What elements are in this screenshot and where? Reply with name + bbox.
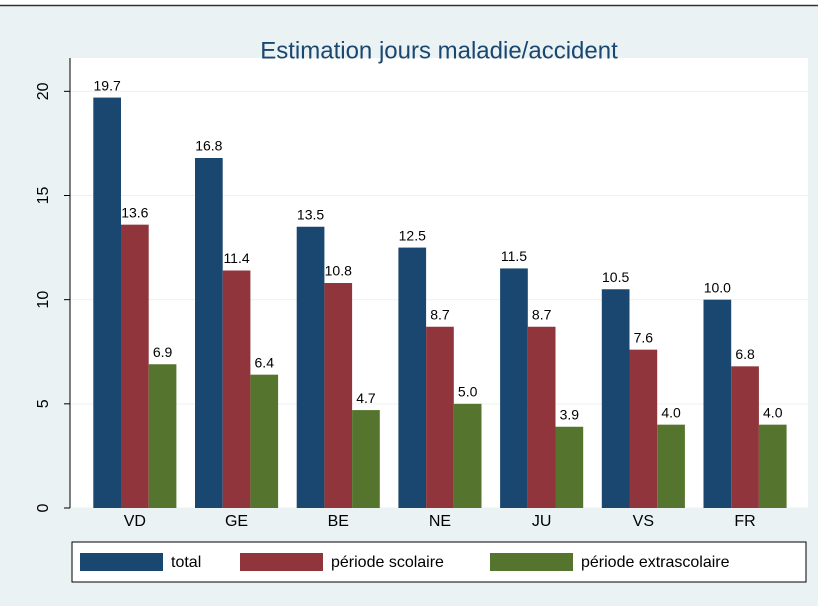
bar bbox=[703, 299, 732, 508]
bar bbox=[148, 364, 177, 508]
value-label: 12.5 bbox=[399, 227, 426, 243]
legend-label: total bbox=[171, 554, 201, 571]
value-label: 13.5 bbox=[297, 206, 324, 222]
x-tick-label: VS bbox=[633, 513, 654, 530]
bar bbox=[222, 270, 251, 508]
value-label: 10.0 bbox=[704, 279, 731, 295]
value-label: 16.8 bbox=[195, 138, 222, 154]
legend-label: période scolaire bbox=[331, 554, 444, 571]
bar bbox=[352, 410, 380, 508]
x-tick-label: BE bbox=[328, 513, 349, 530]
value-label: 10.8 bbox=[325, 263, 352, 279]
bar bbox=[500, 268, 528, 508]
value-label: 11.5 bbox=[501, 248, 527, 264]
y-tick-label: 10 bbox=[35, 291, 52, 309]
bar bbox=[657, 424, 685, 508]
bar bbox=[629, 349, 658, 508]
bar bbox=[758, 424, 787, 508]
value-label: 19.7 bbox=[94, 77, 121, 93]
value-label: 5.0 bbox=[458, 384, 478, 400]
y-tick-label: 0 bbox=[35, 503, 52, 512]
value-label: 13.6 bbox=[121, 204, 148, 220]
x-tick-label: FR bbox=[734, 513, 755, 530]
legend-swatch bbox=[240, 553, 323, 571]
legend-swatch bbox=[490, 553, 573, 571]
bar bbox=[121, 224, 149, 508]
bar bbox=[250, 374, 279, 508]
bar bbox=[195, 158, 223, 508]
bar bbox=[324, 283, 353, 508]
value-label: 6.9 bbox=[153, 344, 173, 360]
bar bbox=[426, 326, 454, 508]
chart-title: Estimation jours maladie/accident bbox=[260, 37, 618, 64]
value-label: 7.6 bbox=[634, 329, 654, 345]
x-tick-label: GE bbox=[225, 513, 248, 530]
bar bbox=[453, 403, 482, 508]
legend-label: période extrascolaire bbox=[581, 554, 730, 571]
bar bbox=[731, 366, 759, 508]
x-tick-label: NE bbox=[429, 513, 451, 530]
y-tick-label: 15 bbox=[35, 187, 52, 205]
x-tick-label: JU bbox=[532, 513, 552, 530]
bar bbox=[93, 97, 121, 508]
bar bbox=[398, 247, 427, 509]
value-label: 3.9 bbox=[560, 406, 580, 422]
value-label: 8.7 bbox=[532, 306, 552, 322]
x-tick-label: VD bbox=[124, 513, 146, 530]
value-label: 11.4 bbox=[223, 250, 249, 266]
value-label: 8.7 bbox=[430, 306, 450, 322]
legend-swatch bbox=[80, 553, 163, 571]
value-label: 4.0 bbox=[661, 404, 681, 420]
value-label: 6.8 bbox=[735, 346, 755, 362]
y-tick-label: 5 bbox=[35, 399, 52, 408]
bar bbox=[296, 226, 325, 508]
y-tick-label: 20 bbox=[35, 82, 52, 100]
bar bbox=[527, 326, 556, 508]
value-label: 4.0 bbox=[763, 404, 783, 420]
bar bbox=[601, 289, 630, 508]
value-label: 10.5 bbox=[602, 269, 629, 285]
legend bbox=[71, 541, 807, 583]
value-label: 6.4 bbox=[255, 354, 275, 370]
value-label: 4.7 bbox=[356, 390, 376, 406]
bar bbox=[555, 426, 584, 508]
